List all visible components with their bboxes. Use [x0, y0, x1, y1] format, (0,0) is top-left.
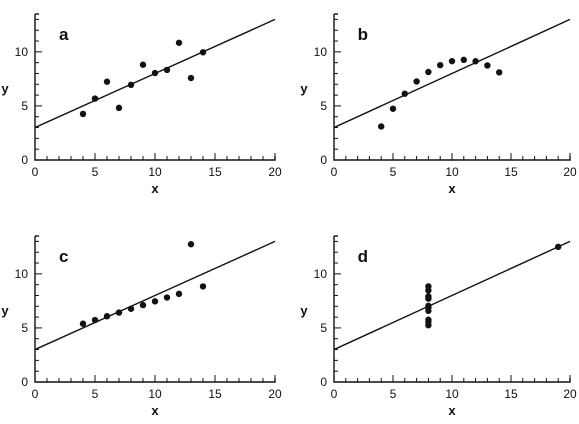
data-point-a [115, 104, 123, 112]
x-tick-label-d: 0 [331, 387, 338, 401]
x-tick-label-a: 20 [268, 165, 282, 179]
data-point-c [103, 313, 111, 320]
data-point-a [175, 39, 183, 46]
y-tick-label-c: 0 [21, 375, 28, 389]
x-tick-label-c: 20 [268, 387, 282, 401]
data-point-c [139, 301, 147, 309]
data-point-a [163, 66, 171, 74]
y-tick-label-c: 5 [21, 321, 28, 335]
x-tick-label-c: 5 [92, 387, 99, 401]
y-tick-label-a: 0 [21, 153, 28, 167]
data-point-c [175, 290, 183, 298]
data-point-d [425, 293, 432, 300]
data-point-b [389, 105, 397, 112]
x-tick-label-a: 0 [32, 165, 39, 179]
x-axis-label-d: x [448, 403, 456, 418]
data-point-d [425, 318, 432, 326]
y-tick-label-a: 5 [21, 99, 28, 113]
x-tick-label-d: 10 [445, 387, 459, 401]
data-point-a [151, 69, 159, 77]
data-point-a [91, 95, 99, 102]
panel-d: 0 5 10 15 20 0 5 10 x y d [300, 235, 577, 418]
panel-letter-d: d [358, 247, 368, 266]
x-tick-label-a: 5 [92, 165, 99, 179]
panel-b: 0 5 10 15 20 0 5 10 x y b [300, 13, 577, 196]
y-axis-label-a: y [1, 81, 9, 96]
data-point-a [139, 61, 147, 68]
data-point-b [460, 56, 467, 64]
data-point-c [163, 294, 171, 301]
panel-letter-b: b [358, 25, 368, 44]
x-axis-label-c: x [151, 403, 159, 418]
data-point-c [187, 241, 195, 248]
data-point-c [79, 320, 87, 327]
data-point-b [484, 62, 491, 69]
x-tick-label-d: 5 [390, 387, 397, 401]
data-point-a [199, 49, 207, 56]
regression-line-c [34, 240, 276, 351]
data-point-b [401, 90, 408, 97]
panel-a: 0 5 10 15 20 0 5 10 x y a [1, 13, 282, 196]
x-tick-label-a: 15 [208, 165, 222, 179]
y-tick-label-a: 10 [15, 45, 29, 59]
y-axis-label-d: y [300, 303, 308, 318]
x-tick-label-b: 10 [445, 165, 459, 179]
data-point-b [378, 123, 385, 130]
data-point-c [199, 283, 207, 290]
y-tick-label-b: 5 [320, 99, 327, 113]
x-tick-label-c: 15 [208, 387, 222, 401]
data-point-b [496, 69, 503, 76]
data-point-a [103, 78, 111, 85]
data-point-d [555, 243, 562, 251]
y-tick-label-b: 10 [314, 45, 328, 59]
y-axis-label-b: y [300, 81, 308, 96]
y-tick-label-d: 10 [314, 267, 328, 281]
x-tick-label-d: 15 [504, 387, 518, 401]
panel-letter-c: c [59, 247, 68, 266]
data-point-a [187, 74, 195, 82]
data-point-a [79, 110, 87, 118]
panel-c: 0 5 10 15 20 0 5 10 x y c [1, 235, 282, 418]
x-axis-label-a: x [151, 181, 159, 196]
regression-line-d [333, 240, 571, 351]
x-tick-label-b: 0 [331, 165, 338, 179]
data-point-c [91, 316, 99, 324]
y-tick-label-d: 0 [320, 375, 327, 389]
data-point-b [437, 61, 444, 69]
regression-line-b [333, 18, 571, 129]
data-point-c [151, 298, 159, 305]
x-tick-label-b: 15 [504, 165, 518, 179]
x-tick-label-b: 20 [563, 165, 577, 179]
y-tick-label-b: 0 [320, 153, 327, 167]
y-axis-label-c: y [1, 303, 9, 318]
x-axis-label-b: x [448, 181, 456, 196]
data-point-b [425, 68, 432, 76]
data-point-b [472, 58, 479, 65]
x-tick-label-c: 10 [148, 387, 162, 401]
x-tick-label-c: 0 [32, 387, 39, 401]
x-tick-label-b: 5 [390, 165, 397, 179]
data-point-c [127, 305, 135, 312]
y-tick-label-c: 10 [15, 267, 29, 281]
x-tick-label-a: 10 [148, 165, 162, 179]
data-point-b [448, 57, 456, 65]
panel-letter-a: a [59, 25, 69, 44]
x-tick-label-d: 20 [563, 387, 577, 401]
data-point-d [425, 287, 432, 294]
y-tick-label-d: 5 [320, 321, 327, 335]
data-point-b [413, 78, 420, 85]
data-point-d [425, 304, 432, 311]
data-point-a [127, 81, 135, 89]
data-point-c [115, 309, 123, 316]
